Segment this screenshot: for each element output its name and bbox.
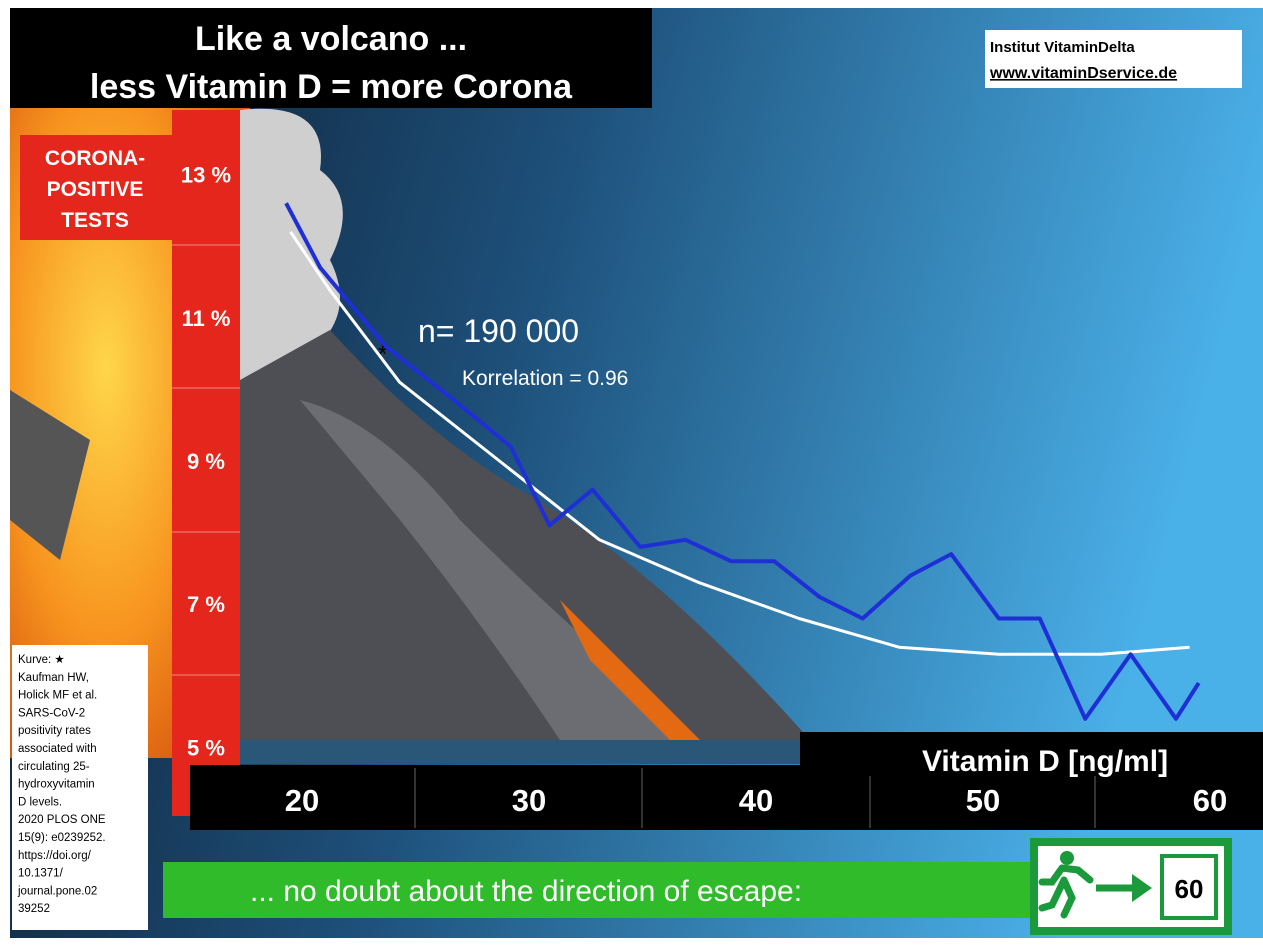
x-tick-label: 60 — [1193, 783, 1227, 818]
reference-line: 39252 — [18, 903, 50, 915]
reference-line: hydroxyvitamin — [18, 779, 95, 791]
title: less Vitamin D = more Corona — [90, 68, 573, 106]
x-tick-label: 30 — [512, 783, 546, 818]
y-axis-label: CORONA- — [45, 147, 145, 170]
reference-line: positivity rates — [18, 725, 91, 737]
y-tick-label: 5 % — [187, 735, 225, 760]
banner: ... no doubt about the direction of esca… — [250, 875, 802, 908]
y-axis-label: POSITIVE — [47, 178, 144, 201]
x-tick-label: 20 — [285, 783, 319, 818]
x-axis-label: Vitamin D [ng/ml] — [922, 745, 1168, 778]
y-axis-label: TESTS — [61, 209, 129, 232]
reference-line: associated with — [18, 743, 97, 755]
y-tick-label: 11 % — [182, 306, 231, 331]
reference-line: https://doi.org/ — [18, 850, 92, 862]
reference-line: 2020 PLOS ONE — [18, 814, 106, 826]
reference-line: 15(9): e0239252. — [18, 832, 106, 844]
x-tick-label: 50 — [966, 783, 1000, 818]
reference-line: SARS-CoV-2 — [18, 707, 85, 719]
annotation: Korrelation = 0.96 — [462, 367, 628, 390]
reference-line: circulating 25- — [18, 761, 90, 773]
reference-line: D levels. — [18, 796, 62, 808]
source: www.vitaminDservice.de — [989, 65, 1177, 82]
page: Like a volcano ... less Vitamin D = more… — [0, 0, 1263, 950]
y-tick-label: 13 % — [181, 163, 231, 188]
x-tick-label: 40 — [739, 783, 773, 818]
sign-label: 60 — [1175, 874, 1204, 904]
y-tick-label: 9 % — [187, 449, 225, 474]
reference-line: Kaufman HW, — [18, 672, 89, 684]
y-tick-label: 7 % — [187, 592, 225, 617]
ground — [240, 740, 802, 764]
source: Institut VitaminDelta — [990, 39, 1135, 56]
annotation: n= 190 000 — [418, 313, 579, 349]
reference-line: Kurve: ★ — [18, 654, 65, 666]
chart: Like a volcano ... less Vitamin D = more… — [0, 0, 1263, 945]
reference-line: Holick MF et al. — [18, 690, 97, 702]
reference-line: 10.1371/ — [18, 868, 64, 880]
reference-line: journal.pone.02 — [17, 885, 97, 897]
title: Like a volcano ... — [195, 20, 467, 58]
